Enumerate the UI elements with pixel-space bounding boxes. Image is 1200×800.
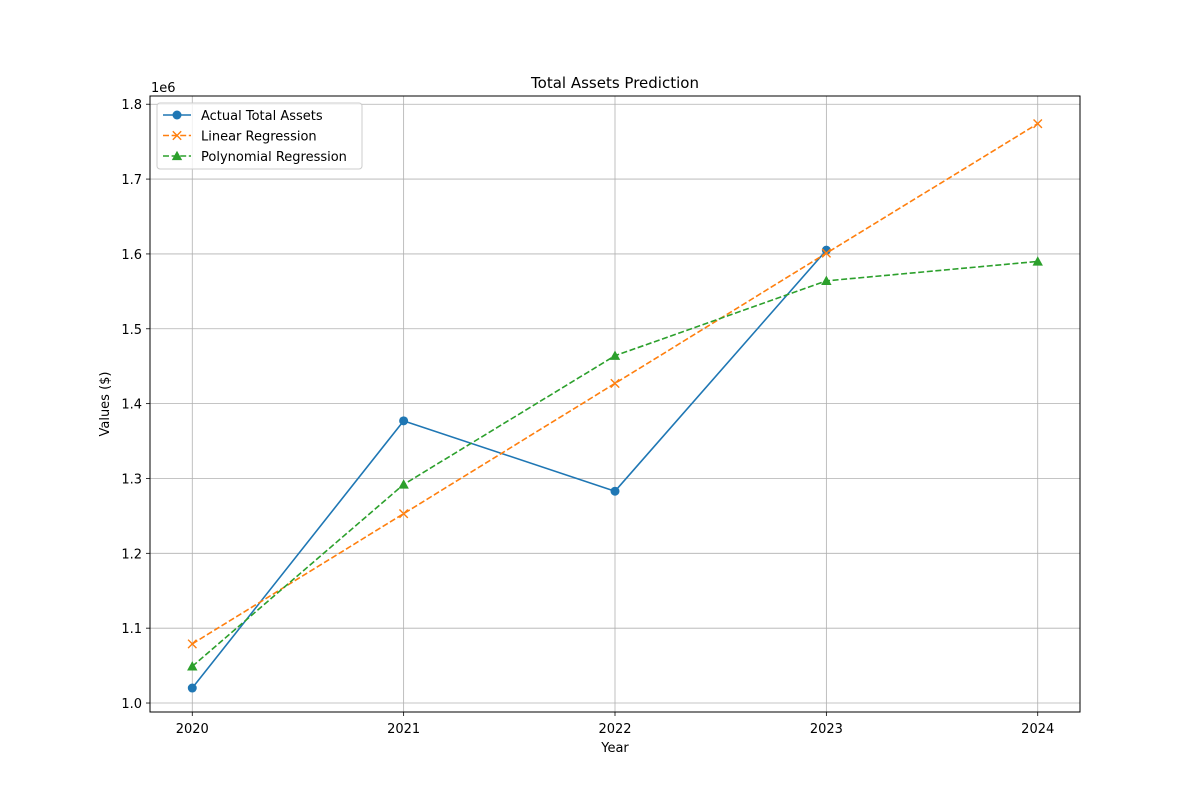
- x-tick-label: 2020: [176, 722, 209, 737]
- legend-marker: [172, 110, 182, 120]
- x-tick-label: 2021: [387, 722, 420, 737]
- data-point-marker: [398, 508, 409, 519]
- y-offset-label: 1e6: [151, 81, 176, 96]
- series-3: [187, 256, 1043, 671]
- y-tick-label: 1.6: [121, 248, 142, 263]
- series-line: [191, 249, 827, 689]
- y-axis-label: Values ($): [98, 371, 113, 436]
- data-point-marker: [610, 378, 620, 389]
- y-tick-label: 1.8: [121, 98, 142, 113]
- x-tick-label: 2022: [598, 722, 631, 737]
- axis-ticks: 2020 2021 2022 2023 2024 1.0 1.1 1.2 1.3 1.4 1.5 1.…: [121, 98, 1054, 737]
- y-tick-label: 1.2: [121, 547, 142, 562]
- legend-entry: Actual Total Assets: [163, 109, 323, 124]
- data-point-marker: [399, 416, 409, 426]
- data-point-marker: [187, 683, 197, 693]
- series-line: [191, 123, 1039, 645]
- y-tick-label: 1.0: [121, 697, 142, 712]
- legend-label: Actual Total Assets: [201, 109, 323, 124]
- legend-label: Linear Regression: [201, 130, 317, 145]
- data-point-marker: [398, 479, 409, 489]
- y-tick-label: 1.5: [121, 323, 142, 338]
- data-point-marker: [187, 639, 197, 649]
- series-group: [187, 118, 1043, 693]
- series-2: [187, 118, 1043, 649]
- data-point-marker: [821, 248, 832, 258]
- grid: [150, 96, 1080, 712]
- legend-marker: [171, 150, 183, 161]
- data-point-marker: [609, 350, 621, 360]
- x-tick-label: 2023: [810, 722, 843, 737]
- legend-items: Actual Total Assets Linear Regression Poly…: [163, 109, 347, 165]
- data-point-marker: [821, 275, 832, 286]
- legend-box: [156, 102, 363, 170]
- legend-entry: Linear Regression: [163, 130, 317, 145]
- legend: Actual Total Assets Linear Regression Poly…: [156, 102, 363, 170]
- data-point-marker: [1032, 256, 1043, 266]
- series-1: [187, 245, 831, 693]
- y-tick-label: 1.1: [121, 622, 142, 637]
- chart-title: Total Assets Prediction: [530, 74, 699, 92]
- legend-label: Polynomial Regression: [201, 150, 347, 165]
- legend-entry: Polynomial Regression: [163, 150, 347, 165]
- y-tick-label: 1.4: [121, 398, 142, 413]
- y-tick-label: 1.7: [121, 173, 142, 188]
- data-point-marker: [610, 486, 620, 496]
- x-axis-label: Year: [600, 741, 629, 756]
- legend-marker: [172, 130, 182, 141]
- y-tick-label: 1.3: [121, 472, 142, 487]
- data-point-marker: [821, 245, 831, 255]
- data-point-marker: [187, 661, 198, 671]
- x-tick-label: 2024: [1021, 722, 1054, 737]
- data-point-marker: [1033, 118, 1043, 129]
